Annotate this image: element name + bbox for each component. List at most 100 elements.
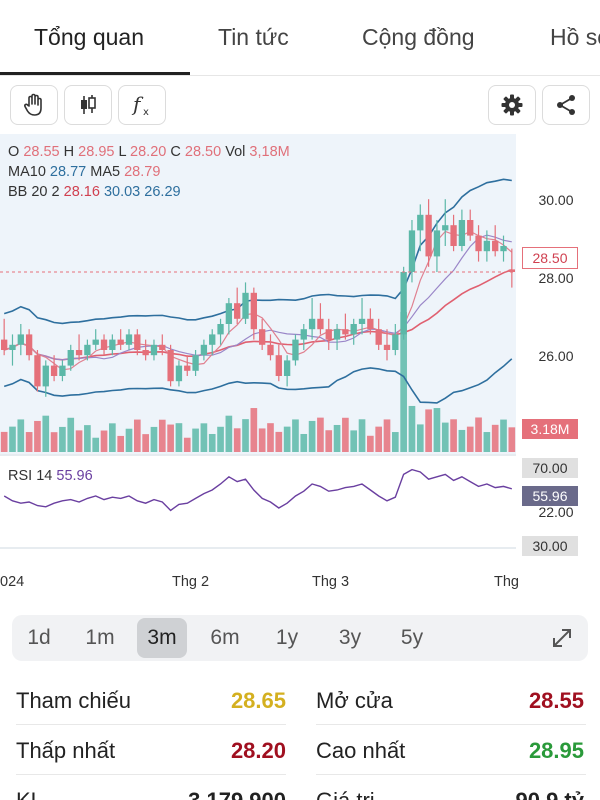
divider [316, 774, 586, 775]
volume-bar [458, 429, 466, 452]
volume-bar [50, 432, 58, 452]
range-3m[interactable]: 3m [137, 618, 187, 658]
rsi-upper-badge: 70.00 [522, 458, 578, 478]
candle-body [375, 329, 382, 345]
volume-badge: 3.18M [522, 419, 578, 439]
candle-body [234, 303, 241, 319]
rsi-current-badge: 55.96 [522, 486, 578, 506]
candle-body [25, 334, 33, 356]
candle-body [84, 344, 91, 356]
hand-icon [24, 93, 42, 116]
low-label: Thấp nhất [16, 738, 116, 763]
stats-row-3: KL 3.179.900 Giá trị 90,9 tỷ [0, 776, 600, 800]
chart-canvas[interactable] [0, 134, 600, 594]
volume-bar [500, 419, 507, 452]
price-panel-bg [0, 134, 516, 454]
ma-legend: MA10 28.77 MA5 28.79 [8, 164, 161, 180]
volume-bar [183, 437, 191, 452]
volume-bar [109, 423, 116, 452]
candle-body [483, 240, 491, 252]
volume-bar [325, 430, 333, 452]
time-range-selector: 1d 1m 3m 6m 1y 3y 5y [12, 615, 588, 661]
divider [16, 724, 286, 725]
tab-community[interactable]: Cộng đồng [362, 24, 475, 50]
time-label: Thg 2 [172, 574, 210, 590]
candle-body [275, 355, 282, 376]
range-1d[interactable]: 1d [27, 626, 51, 649]
candle-body [300, 329, 307, 340]
tab-profile[interactable]: Hồ sơ [550, 24, 600, 50]
volume-bar [242, 419, 249, 452]
volume-label: KL [16, 788, 43, 800]
bb-legend: BB 20 2 28.16 30.03 26.29 [8, 184, 181, 200]
candle-body [142, 350, 149, 356]
high-label: Cao nhất [316, 738, 406, 763]
volume-bar [9, 426, 16, 452]
candle-body [34, 355, 41, 387]
indicators-button[interactable]: f x [118, 85, 166, 125]
candle-body [467, 220, 474, 236]
range-3y[interactable]: 3y [338, 626, 362, 649]
tab-news[interactable]: Tin tức [218, 24, 289, 50]
volume-bar [225, 415, 233, 452]
volume-bar [92, 437, 100, 452]
candle-body [0, 339, 8, 350]
volume-bar [100, 430, 108, 452]
candle-body [250, 292, 258, 330]
candle-body [500, 246, 507, 252]
trade-value-value: 90,9 tỷ [474, 788, 585, 800]
candle-body [9, 344, 16, 350]
candle-body [267, 344, 274, 356]
candle-body [67, 350, 74, 366]
divider [16, 774, 286, 775]
volume-bar [375, 426, 383, 452]
candle-body [109, 339, 116, 350]
svg-text:x: x [143, 107, 149, 118]
range-1m[interactable]: 1m [85, 626, 115, 649]
range-6m[interactable]: 6m [210, 626, 240, 649]
rsi-legend: RSI 14 55.96 [8, 468, 93, 484]
range-5y[interactable]: 5y [400, 626, 424, 649]
volume-bar [158, 419, 166, 452]
candle-body [308, 318, 316, 330]
candle-body [508, 269, 516, 272]
high-value: 28.95 [528, 738, 584, 763]
candle-body [117, 339, 124, 345]
rsi-lower-badge: 30.00 [522, 536, 578, 556]
volume-bar [317, 417, 324, 452]
volume-bar [150, 426, 158, 452]
candle-body [125, 334, 133, 345]
chart-type-button[interactable] [64, 85, 112, 125]
open-label: Mở cửa [316, 688, 393, 713]
price-chart[interactable]: O 28.55 H 28.95 L 28.20 C 28.50 Vol 3,18… [0, 134, 600, 594]
volume-bar [192, 428, 199, 452]
ma5-line [4, 230, 513, 371]
candle-body [342, 329, 349, 335]
candle-body [417, 214, 424, 231]
volume-bar [441, 422, 449, 452]
candle-body [492, 240, 499, 252]
function-icon: f x [131, 92, 149, 118]
tab-overview[interactable]: Tổng quan [34, 24, 144, 50]
candle-body [184, 365, 191, 371]
hand-tool-button[interactable] [10, 85, 58, 125]
volume-bar [491, 424, 499, 452]
range-1y[interactable]: 1y [275, 626, 299, 649]
time-label: Thg 3 [312, 574, 350, 590]
candle-body [475, 235, 482, 252]
share-icon [557, 95, 575, 115]
rsi-mid-tick: 22.00 [538, 504, 574, 520]
volume-bar [391, 432, 399, 452]
candle-body [350, 324, 357, 335]
volume-bar [275, 431, 283, 452]
candle-body [217, 324, 224, 335]
candle-body [400, 272, 407, 335]
share-button[interactable] [542, 85, 590, 125]
expand-icon[interactable] [548, 624, 576, 652]
volume-bar [483, 432, 491, 452]
settings-button[interactable] [488, 85, 536, 125]
volume-bar [433, 408, 441, 452]
candle-body [325, 329, 332, 340]
volume-bar [233, 428, 241, 452]
candle-body [50, 365, 58, 376]
